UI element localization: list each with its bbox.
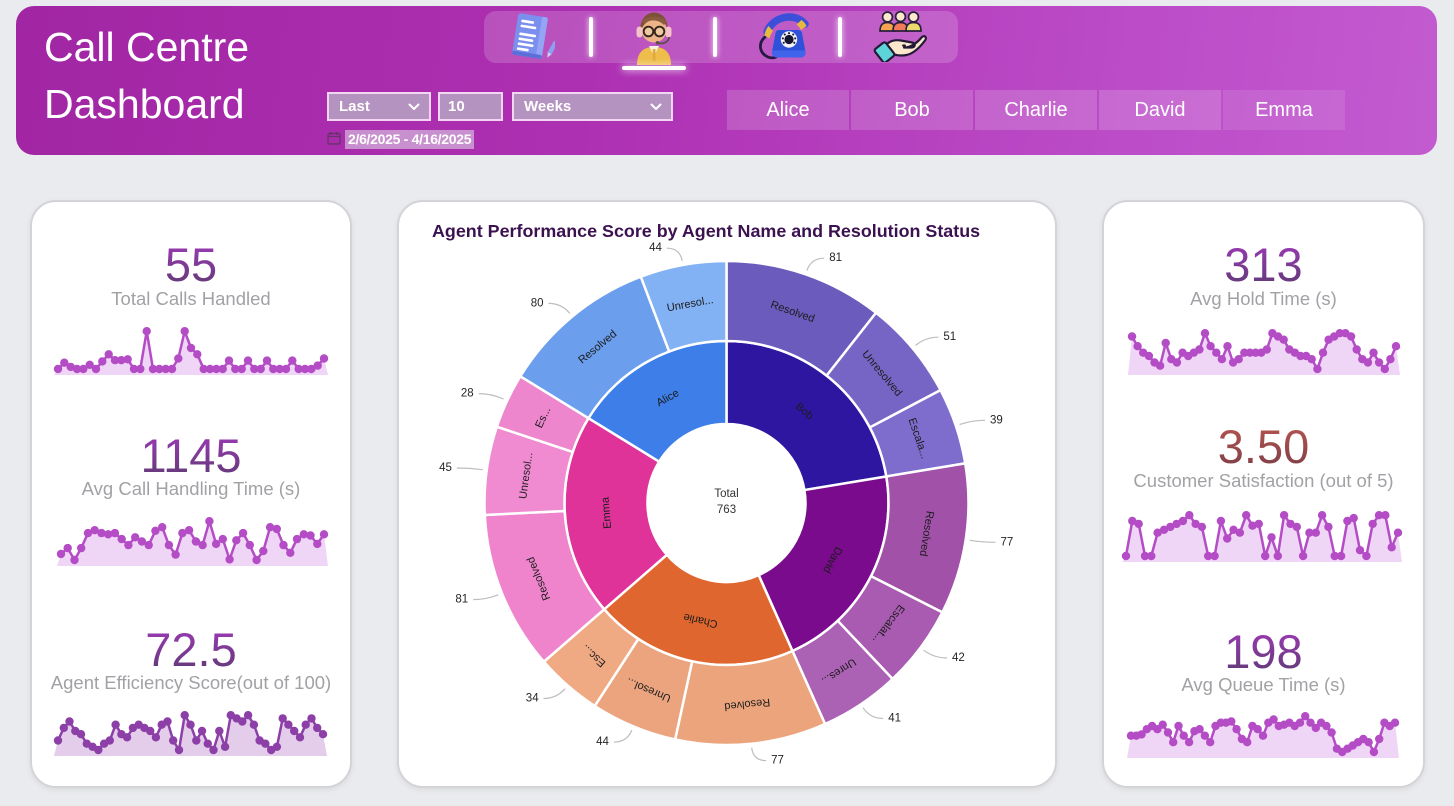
svg-text:77: 77 <box>771 755 784 767</box>
svg-text:39: 39 <box>990 414 1003 426</box>
svg-text:77: 77 <box>1001 536 1014 548</box>
svg-text:81: 81 <box>829 252 842 264</box>
svg-text:34: 34 <box>526 693 539 705</box>
svg-text:51: 51 <box>943 331 956 343</box>
svg-text:Resolved: Resolved <box>724 696 771 713</box>
svg-text:44: 44 <box>596 736 609 748</box>
svg-text:42: 42 <box>952 652 965 664</box>
svg-text:28: 28 <box>461 388 474 400</box>
svg-text:80: 80 <box>531 297 544 309</box>
svg-text:81: 81 <box>455 594 468 606</box>
svg-text:44: 44 <box>649 242 662 254</box>
svg-text:763: 763 <box>717 504 736 516</box>
svg-text:Emma: Emma <box>599 496 614 530</box>
svg-text:Total: Total <box>714 488 738 500</box>
svg-text:45: 45 <box>439 462 452 474</box>
svg-text:41: 41 <box>888 713 901 725</box>
